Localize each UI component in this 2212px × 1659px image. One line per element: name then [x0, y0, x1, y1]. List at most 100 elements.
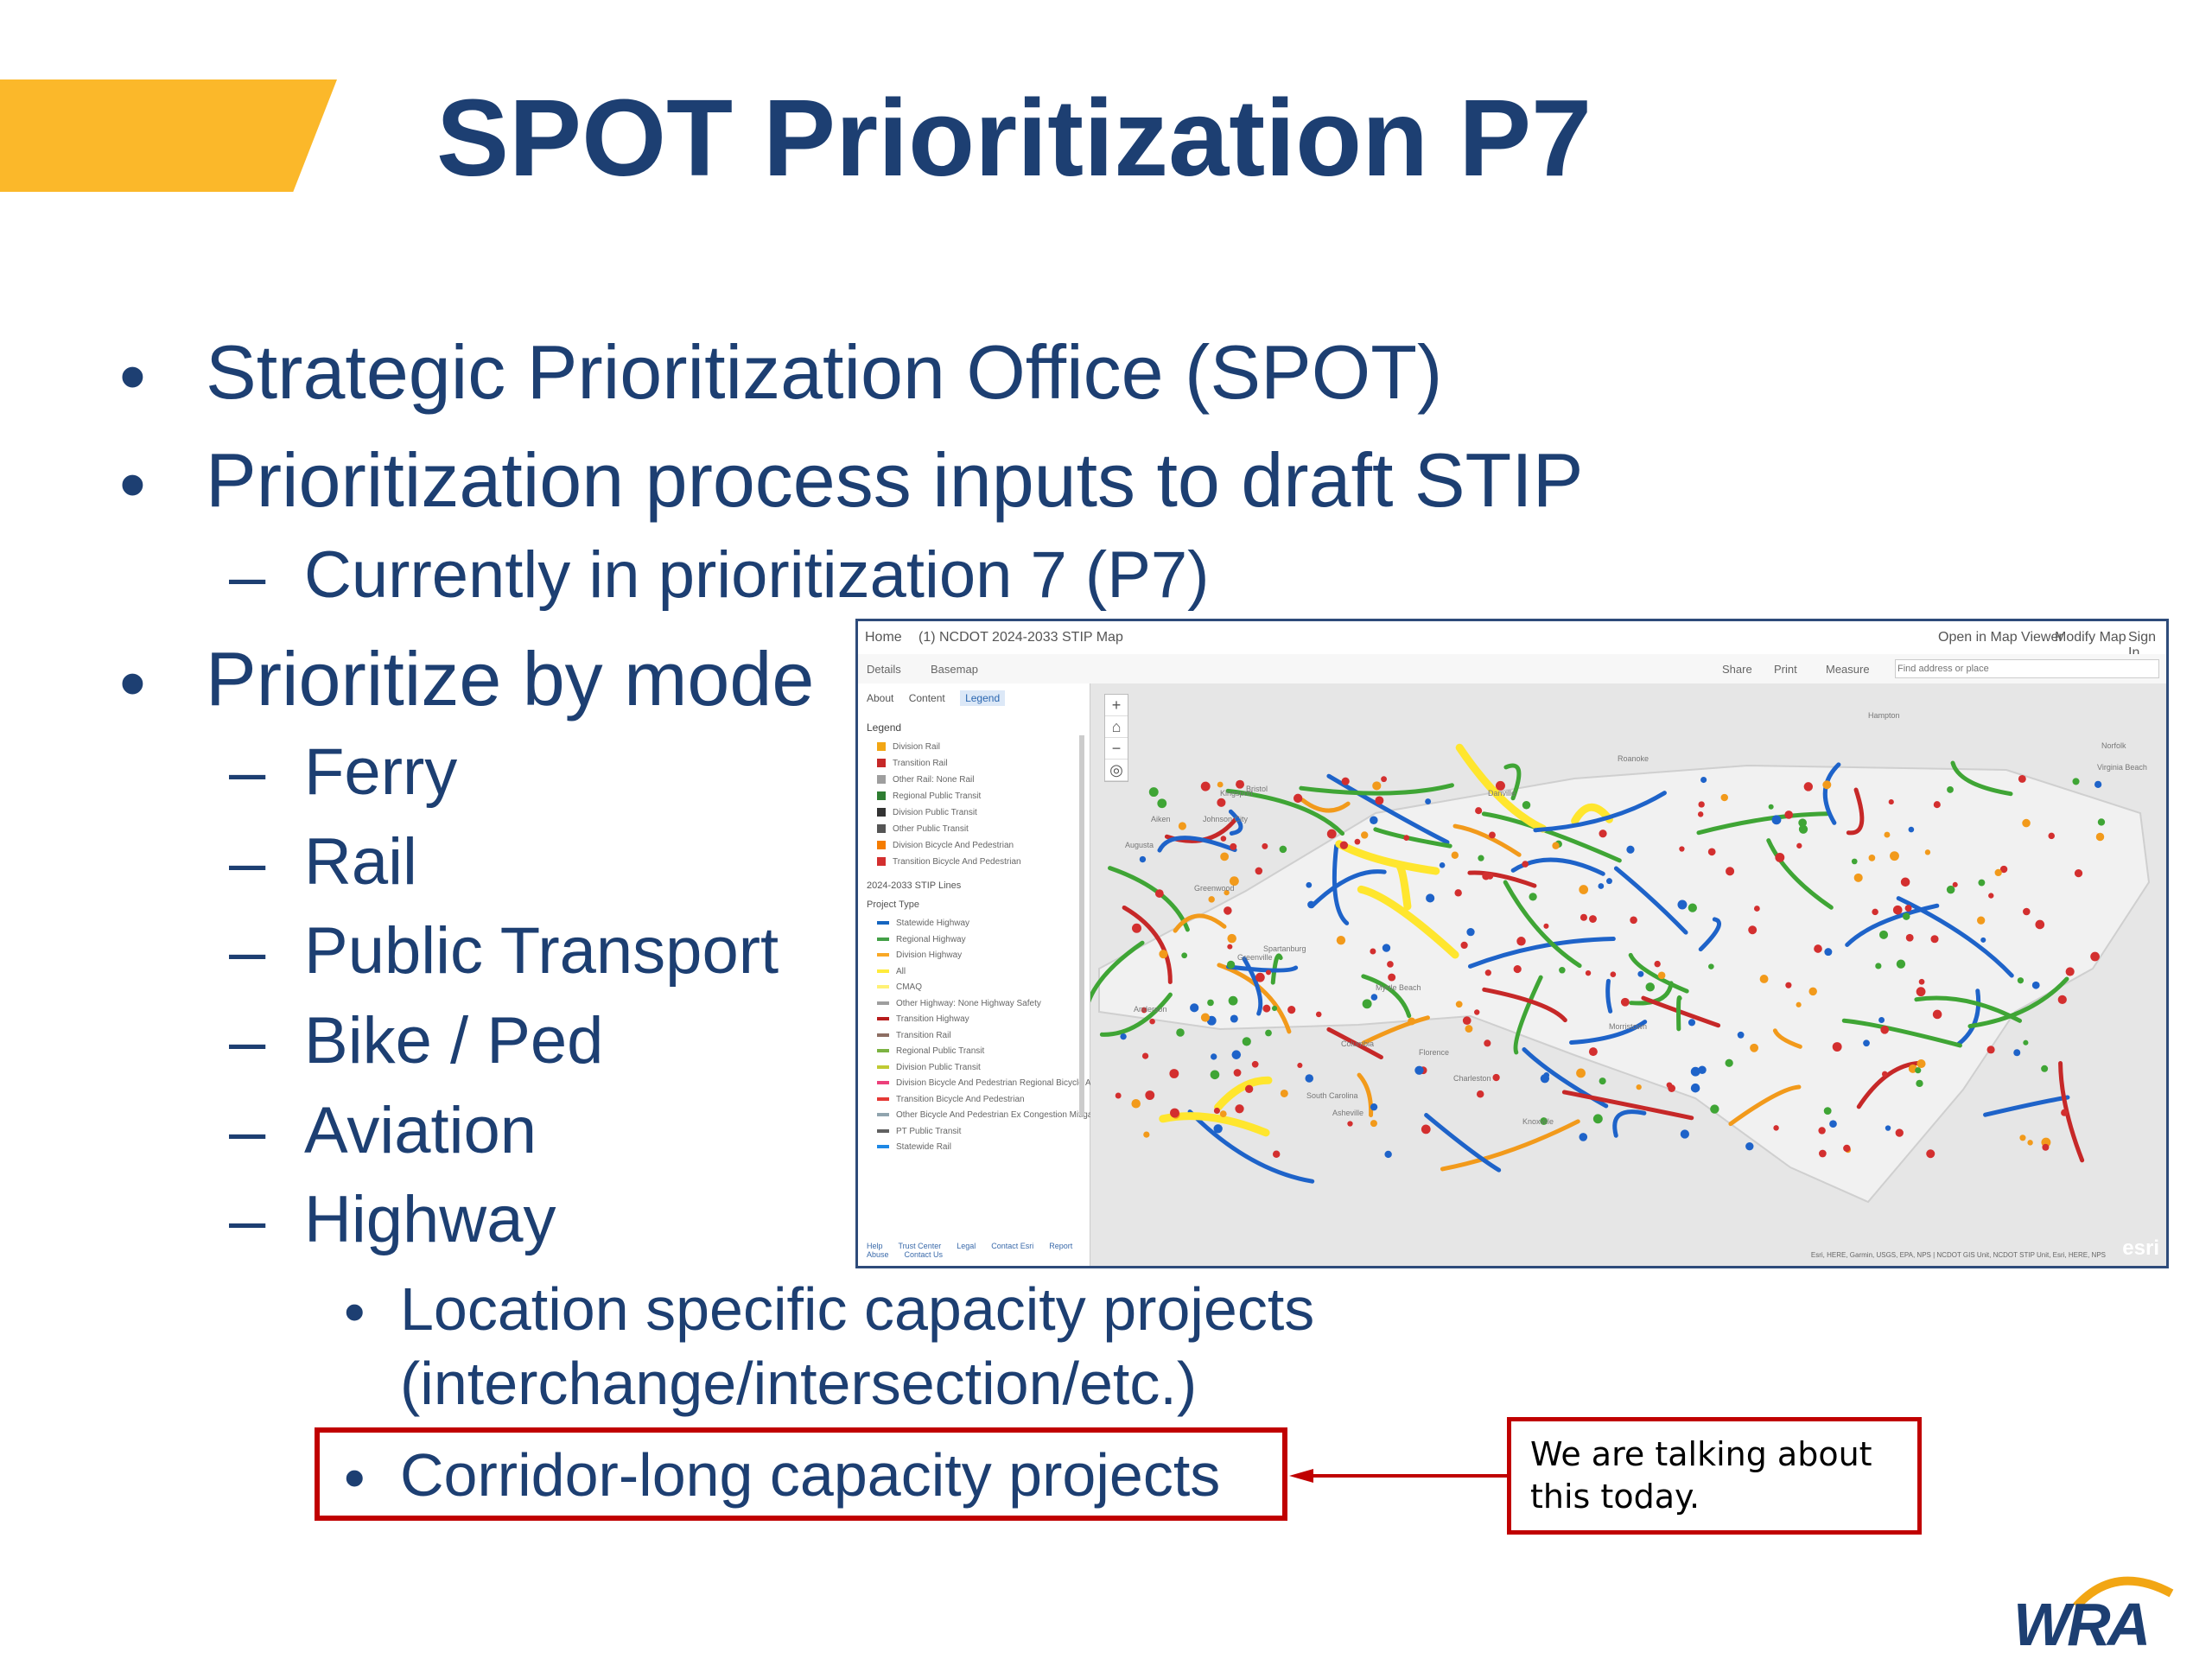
project-point	[1236, 779, 1245, 789]
footer-link[interactable]: Legal	[957, 1242, 976, 1250]
measure-button[interactable]: Measure	[1826, 663, 1870, 676]
legend-label: Division Public Transit	[893, 808, 977, 817]
project-point	[1875, 963, 1882, 969]
project-point	[1200, 1013, 1210, 1022]
footer-link[interactable]: Contact Us	[904, 1250, 944, 1259]
project-point	[1231, 1050, 1242, 1059]
legend-label: Division Rail	[893, 742, 941, 752]
project-point	[1657, 971, 1666, 980]
tab-about[interactable]: About	[867, 692, 894, 704]
project-point	[1552, 842, 1560, 849]
project-point	[1315, 1011, 1322, 1018]
project-point	[1207, 999, 1214, 1007]
project-point	[1543, 1071, 1550, 1078]
zoom-in-button[interactable]: +	[1105, 695, 1128, 716]
locate-button[interactable]: ◎	[1105, 760, 1128, 781]
project-point	[1680, 1129, 1689, 1139]
project-point	[1381, 776, 1387, 783]
legend-label: PT Public Transit	[896, 1126, 962, 1136]
legend-item: Transition Rail	[877, 1031, 951, 1040]
project-point	[1666, 1082, 1673, 1089]
sidebar-scrollbar[interactable]	[1079, 735, 1084, 1116]
print-button[interactable]: Print	[1774, 663, 1797, 676]
project-line	[1612, 1109, 1647, 1138]
zoom-out-button[interactable]: −	[1105, 738, 1128, 760]
legend-label: Division Bicycle And Pedestrian Regional…	[896, 1078, 1145, 1088]
tab-legend[interactable]: Legend	[960, 690, 1006, 706]
footer-link[interactable]: Contact Esri	[991, 1242, 1034, 1250]
legend-item: Other Bicycle And Pedestrian Ex Congesti…	[877, 1110, 1125, 1120]
project-point	[1262, 842, 1268, 849]
legend-label: Transition Highway	[896, 1014, 969, 1024]
project-point	[1606, 878, 1612, 885]
bullet-p7: Currently in prioritization 7 (P7)	[304, 538, 1210, 612]
legend-item: CMAQ	[877, 982, 922, 992]
project-point	[2057, 995, 2067, 1004]
legend-item: Regional Highway	[877, 935, 966, 944]
project-point	[1211, 1053, 1217, 1060]
project-point	[1620, 997, 1630, 1007]
home-view-button[interactable]: ⌂	[1105, 716, 1128, 738]
footer-link[interactable]: Trust Center	[898, 1242, 942, 1250]
share-button[interactable]: Share	[1722, 663, 1752, 676]
project-point	[1262, 1004, 1271, 1013]
project-point	[1229, 876, 1239, 887]
legend-swatch	[877, 1096, 889, 1101]
legend-item: Transition Highway	[877, 1014, 969, 1024]
legend-label: Division Bicycle And Pedestrian	[893, 841, 1014, 850]
legend-swatch	[877, 742, 886, 752]
footer-link[interactable]: Report Abuse	[867, 1242, 1073, 1259]
legend-label: Statewide Highway	[896, 918, 970, 928]
highlight-box	[315, 1427, 1287, 1521]
open-map-viewer-link[interactable]: Open in Map Viewer	[1938, 630, 2063, 645]
dash-symbol: –	[229, 1005, 266, 1078]
details-button[interactable]: Details	[867, 663, 901, 676]
project-point	[1745, 1141, 1754, 1151]
project-point	[1637, 970, 1644, 977]
project-point	[1823, 1107, 1832, 1116]
map-canvas[interactable]: Kingsport Johnson City Bristol Danville Roan…	[1090, 683, 2166, 1266]
project-line	[1309, 869, 1387, 909]
tab-content[interactable]: Content	[908, 692, 945, 704]
legend-label: Other Highway: None Highway Safety	[896, 998, 1041, 1008]
project-point	[1227, 944, 1233, 950]
project-point	[2074, 868, 2083, 878]
footer-link[interactable]: Help	[867, 1242, 883, 1250]
project-point	[1474, 1009, 1480, 1015]
legend-item: Regional Public Transit	[877, 791, 981, 801]
project-point	[1829, 1120, 1837, 1128]
project-point	[1748, 925, 1758, 935]
project-point	[1978, 879, 1986, 887]
place-label: Johnson City	[1203, 815, 1249, 823]
place-label: Danville	[1488, 789, 1516, 798]
project-point	[1145, 1090, 1155, 1100]
project-line	[1856, 1060, 1925, 1109]
mode-bike-ped: Bike / Ped	[304, 1004, 604, 1077]
project-point	[1892, 905, 1903, 915]
project-point	[1599, 1077, 1606, 1085]
legend-swatch	[877, 1128, 889, 1133]
project-line	[1698, 917, 1721, 952]
project-point	[1986, 1046, 1995, 1054]
project-line	[1503, 880, 1582, 969]
project-point	[1115, 1092, 1122, 1099]
basemap-button[interactable]: Basemap	[931, 663, 978, 676]
project-point	[1462, 1016, 1471, 1025]
project-point	[1224, 889, 1230, 896]
mode-highway: Highway	[304, 1183, 556, 1256]
project-line	[1628, 952, 1689, 994]
legend-label: Division Public Transit	[896, 1062, 981, 1072]
place-label: Charleston	[1453, 1074, 1491, 1083]
project-point	[1208, 896, 1215, 903]
project-point	[1580, 913, 1587, 921]
project-point	[1489, 831, 1496, 839]
project-point	[1181, 952, 1188, 959]
project-point	[1370, 994, 1378, 1001]
project-point	[2041, 1065, 2049, 1072]
legend-title: Legend	[867, 721, 902, 734]
place-label: Myrtle Beach	[1376, 983, 1421, 992]
map-search-input[interactable]	[1895, 659, 2159, 678]
map-home-link[interactable]: Home	[865, 630, 902, 645]
modify-map-link[interactable]: Modify Map	[2055, 630, 2126, 645]
callout-note: We are talking about this today.	[1507, 1417, 1922, 1535]
